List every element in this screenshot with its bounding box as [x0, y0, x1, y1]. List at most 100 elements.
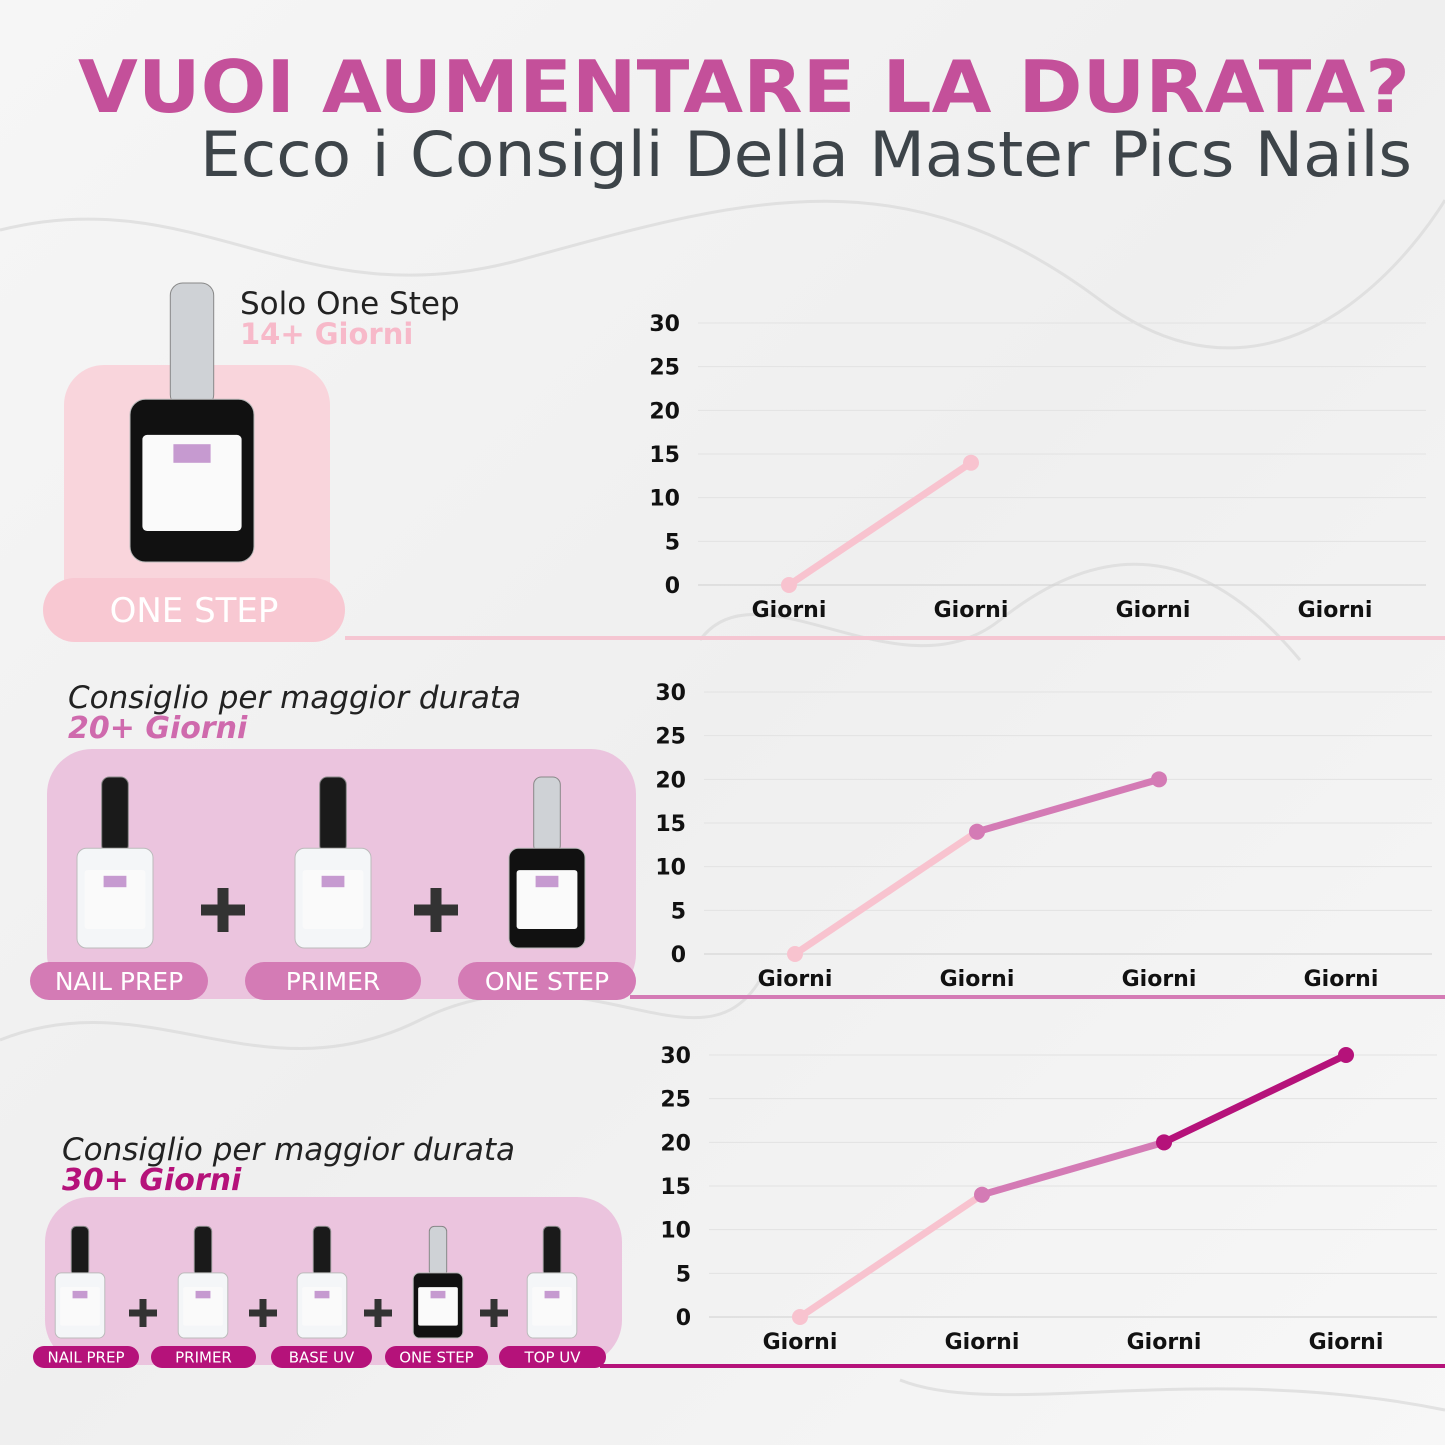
data-line	[785, 459, 975, 589]
bottle-cap	[428, 1225, 448, 1277]
product-name: NAIL PREP	[47, 1348, 124, 1366]
x-tick-label: Giorni	[752, 598, 827, 623]
x-tick-label: Giorni	[758, 967, 833, 992]
subtitle: Ecco i Consigli Della Master Pics Nails	[200, 118, 1412, 191]
bottle	[177, 1225, 229, 1339]
data-line	[978, 1138, 1168, 1199]
section-duration: 14+ Giorni	[240, 317, 413, 351]
title: VUOI AUMENTARE LA DURATA?	[78, 45, 1410, 129]
bottle-logo	[535, 875, 559, 888]
bottle-cap	[169, 282, 215, 408]
data-point	[781, 577, 797, 593]
data-line	[973, 775, 1163, 836]
bottle-logo	[195, 1290, 211, 1299]
bottle	[296, 1225, 348, 1339]
data-line	[1160, 1051, 1350, 1146]
x-tick-label: Giorni	[763, 1330, 838, 1355]
data-point	[974, 1186, 990, 1203]
y-tick-label: 10	[660, 1219, 691, 1244]
y-tick-label: 25	[660, 1088, 691, 1113]
bottle-cap	[542, 1225, 562, 1277]
section-heading: Solo One Step	[240, 286, 460, 322]
bottle-label	[302, 1287, 342, 1326]
plus-sign	[490, 1299, 498, 1327]
y-tick-label: 5	[665, 530, 680, 555]
y-tick-label: 0	[665, 574, 680, 599]
product-name: ONE STEP	[485, 967, 609, 996]
bottle	[294, 776, 372, 949]
product-name: PRIMER	[175, 1348, 232, 1366]
x-tick-label: Giorni	[1304, 967, 1379, 992]
data-line	[796, 1191, 986, 1321]
product-name: BASE UV	[289, 1348, 355, 1366]
bottle-logo	[173, 444, 211, 463]
y-tick-label: 15	[655, 812, 686, 837]
data-point	[969, 823, 985, 840]
section-heading: Consiglio per maggior durata	[62, 1132, 515, 1168]
plus-sign	[217, 888, 229, 932]
plus-sign	[259, 1299, 267, 1327]
bottle-label	[302, 870, 364, 929]
x-tick-label: Giorni	[1298, 598, 1373, 623]
product-name: TOP UV	[523, 1348, 581, 1366]
bottle	[508, 776, 586, 949]
data-point	[792, 1309, 808, 1325]
bottle	[76, 776, 154, 949]
plus-sign	[139, 1299, 147, 1327]
product-pill	[43, 578, 345, 642]
data-line	[791, 828, 981, 958]
x-tick-label: Giorni	[1122, 967, 1197, 992]
x-tick-label: Giorni	[1309, 1330, 1384, 1355]
bottle	[526, 1225, 578, 1339]
x-tick-label: Giorni	[934, 598, 1009, 623]
product-name: PRIMER	[286, 967, 381, 996]
y-tick-label: 5	[671, 899, 686, 924]
x-tick-label: Giorni	[940, 967, 1015, 992]
product-pill	[245, 962, 421, 1000]
bottle	[129, 282, 255, 563]
y-tick-label: 15	[649, 443, 680, 468]
bottle	[54, 1225, 106, 1339]
section-duration: 20+ Giorni	[68, 711, 248, 746]
y-tick-label: 25	[655, 725, 686, 750]
y-tick-label: 0	[671, 943, 686, 968]
bottle-logo	[314, 1290, 330, 1299]
data-point	[1156, 1134, 1172, 1151]
y-tick-label: 15	[660, 1175, 691, 1200]
bottle-label	[418, 1287, 458, 1326]
data-point	[1338, 1047, 1354, 1063]
y-tick-label: 25	[649, 356, 680, 381]
section-heading: Consiglio per maggior durata	[68, 680, 521, 716]
data-point	[963, 454, 979, 471]
bottle-cap	[533, 776, 561, 854]
bottle-cap	[312, 1225, 332, 1277]
bottle-cap	[193, 1225, 213, 1277]
bottle-cap	[101, 776, 129, 854]
y-tick-label: 30	[649, 312, 680, 337]
bottle-logo	[103, 875, 127, 888]
y-tick-label: 20	[660, 1131, 691, 1156]
y-tick-label: 20	[649, 399, 680, 424]
x-tick-label: Giorni	[1116, 598, 1191, 623]
product-pill	[33, 1346, 139, 1368]
bottle-label	[60, 1287, 100, 1326]
product-pill	[385, 1346, 488, 1368]
x-tick-label: Giorni	[945, 1330, 1020, 1355]
bottle-logo	[544, 1290, 560, 1299]
y-tick-label: 10	[649, 487, 680, 512]
bottle-label	[84, 870, 146, 929]
y-tick-label: 30	[655, 681, 686, 706]
x-tick-label: Giorni	[1127, 1330, 1202, 1355]
y-tick-label: 0	[676, 1306, 691, 1331]
bottle-cap	[319, 776, 347, 854]
section-duration: 30+ Giorni	[62, 1163, 242, 1198]
plus-sign	[430, 888, 442, 932]
bottle-label	[516, 870, 578, 929]
bottle-label	[183, 1287, 223, 1326]
bottle-label	[142, 434, 242, 531]
product-pill	[499, 1346, 606, 1368]
bottle-label	[532, 1287, 572, 1326]
product-pill	[30, 962, 208, 1000]
